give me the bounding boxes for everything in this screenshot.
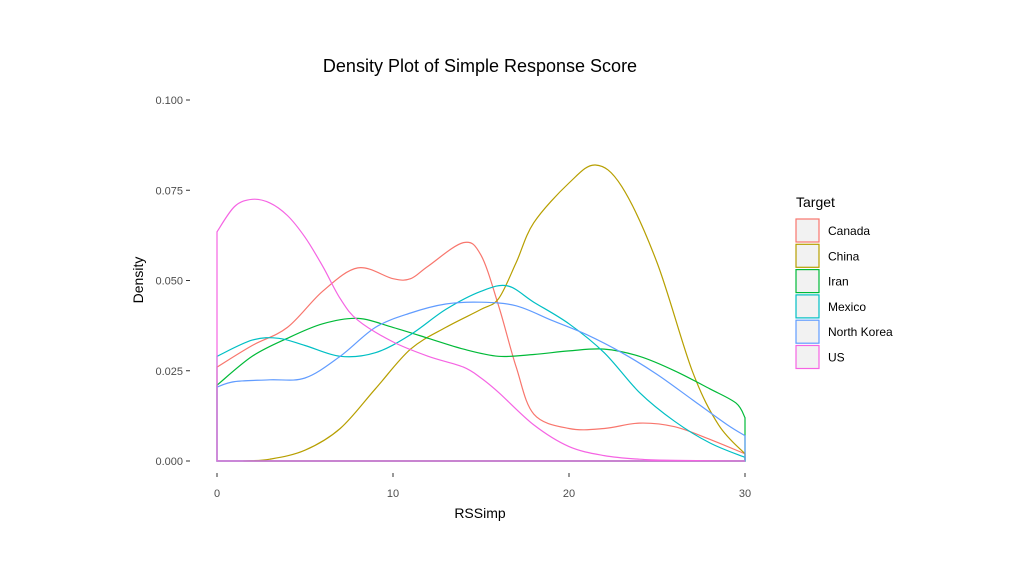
- y-tick-label: 0.025: [155, 366, 183, 378]
- legend-item-iran: Iran: [795, 269, 849, 294]
- plot-area: [216, 164, 746, 462]
- legend-key-china: [795, 243, 820, 268]
- series-china: [243, 164, 746, 462]
- density-line-north-korea: [216, 301, 746, 462]
- x-tick-label: 30: [739, 488, 751, 500]
- density-line-china: [243, 164, 746, 462]
- legend-key-mexico: [795, 294, 820, 319]
- legend-item-china: China: [795, 243, 860, 268]
- series-north-korea: [216, 301, 746, 462]
- legend-item-us: US: [795, 344, 845, 370]
- series-canada: [216, 241, 746, 462]
- legend: Target Canada China Iran Mexico North Korea U…: [795, 194, 893, 370]
- legend-label-north-korea: North Korea: [828, 325, 893, 339]
- legend-title: Target: [796, 194, 835, 210]
- density-line-mexico: [216, 284, 746, 462]
- y-tick-label: 0.100: [155, 95, 183, 107]
- series-mexico: [216, 284, 746, 462]
- series-iran: [216, 317, 746, 462]
- x-axis: 0 10 20 30: [214, 473, 751, 500]
- y-axis: 0.000 0.025 0.050 0.075 0.100: [155, 95, 190, 468]
- x-tick-label: 20: [563, 488, 575, 500]
- series-us: [216, 198, 746, 462]
- legend-label-canada: Canada: [828, 224, 870, 238]
- y-tick-label: 0.000: [155, 456, 183, 468]
- x-tick-label: 0: [214, 488, 220, 500]
- legend-item-north-korea: North Korea: [795, 319, 893, 344]
- legend-item-mexico: Mexico: [795, 294, 866, 319]
- density-line-iran: [216, 317, 746, 462]
- legend-label-us: US: [828, 351, 845, 365]
- legend-item-canada: Canada: [795, 218, 870, 243]
- legend-key-iran: [795, 269, 820, 294]
- y-axis-title: Density: [130, 257, 146, 304]
- legend-key-north-korea: [795, 319, 820, 344]
- legend-label-mexico: Mexico: [828, 300, 866, 314]
- legend-key-canada: [795, 218, 820, 243]
- density-line-canada: [216, 241, 746, 462]
- legend-label-iran: Iran: [828, 275, 849, 289]
- legend-label-china: China: [828, 249, 860, 263]
- legend-key-us: [795, 344, 820, 370]
- y-tick-label: 0.075: [155, 185, 183, 197]
- x-tick-label: 10: [387, 488, 399, 500]
- chart-title: Density Plot of Simple Response Score: [323, 56, 637, 76]
- y-tick-label: 0.050: [155, 276, 183, 288]
- x-axis-title: RSSimp: [454, 505, 506, 521]
- density-line-us: [216, 198, 746, 462]
